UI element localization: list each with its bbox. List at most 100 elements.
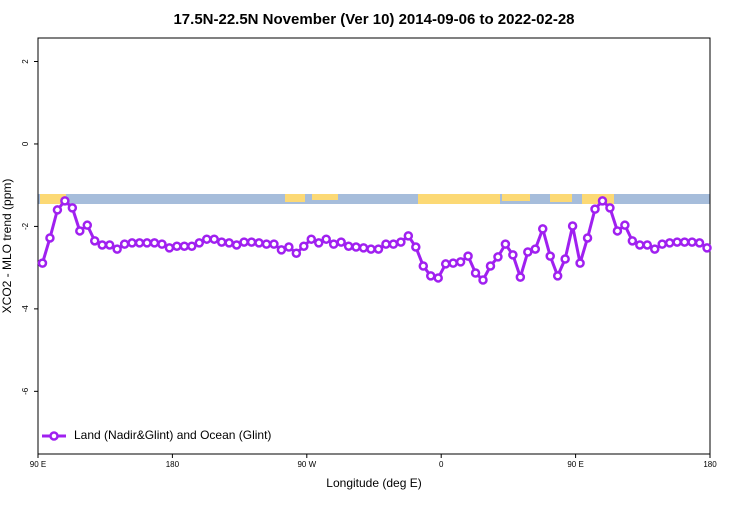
data-point [523,247,533,257]
data-point [82,220,93,230]
data-point [321,234,331,244]
data-point [157,239,167,249]
data-point [373,244,384,254]
land-patch [40,194,66,204]
data-point [448,258,458,268]
x-tick-label: 90 E [567,460,583,469]
data-point [575,258,585,268]
data-point [433,273,443,283]
data-point [590,204,600,214]
land-patch [582,194,614,204]
data-point [508,250,518,260]
data-point [254,238,264,248]
land-patch [502,194,530,201]
data-point [537,224,548,234]
data-point [149,238,160,248]
land-patch [550,194,572,202]
data-point [702,243,712,253]
data-point [627,236,638,246]
data-point [411,242,421,252]
data-point [515,272,526,282]
data-point [440,259,451,269]
data-point [261,239,272,249]
data-point [463,251,473,261]
data-point [657,239,667,249]
data-point [500,239,511,249]
data-point [381,239,391,249]
data-point [649,244,660,254]
data-point [187,241,197,251]
data-point [418,261,429,271]
data-point [172,241,182,251]
data-point [89,236,100,246]
data-point [119,239,130,249]
data-point [455,257,466,267]
data-point [403,231,414,241]
data-point [672,237,682,247]
data-point [224,238,234,248]
data-point [142,238,152,248]
land-ocean-strip [38,194,710,204]
data-point [216,237,227,247]
x-tick-label: 180 [703,460,717,469]
data-point [493,252,503,262]
x-tick-label: 90 E [30,460,46,469]
data-point [635,240,645,250]
data-point [582,233,593,243]
y-tick-label: -2 [21,222,30,230]
data-point [597,196,608,206]
data-point [313,238,324,248]
data-point [605,203,615,213]
data-point [567,221,578,231]
data-point [396,237,406,247]
data-point [127,238,137,248]
y-tick-label: -4 [21,305,30,313]
y-tick-label: 0 [21,141,30,146]
data-point [60,196,70,206]
land-patch [312,194,338,200]
data-point [67,203,78,213]
data-point [284,242,294,252]
data-point [679,237,690,247]
data-point [425,271,436,281]
data-point [45,233,55,243]
x-axis-label: Longitude (deg E) [326,476,421,490]
data-point [620,220,630,230]
data-point [112,244,122,254]
data-point [687,237,697,247]
data-point [612,226,623,236]
data-point [351,242,361,252]
data-point [75,226,85,236]
land-patch [285,194,305,202]
land-patch [418,194,500,204]
data-point [485,261,496,271]
data-point [52,205,63,215]
data-point [552,271,563,281]
data-point [37,258,48,268]
data-point [642,240,653,250]
data-point [358,243,369,253]
data-point [194,238,205,248]
y-axis-label: XCO2 - MLO trend (ppm) [0,179,14,314]
data-point [97,240,107,250]
data-point [343,241,354,251]
data-point [134,238,145,248]
x-tick-label: 180 [166,460,180,469]
data-point [104,240,115,250]
data-point [560,254,570,264]
data-point [388,239,399,249]
data-point [336,237,346,247]
legend-marker [49,431,59,441]
data-point [694,238,705,248]
data-point [478,275,488,285]
x-tick-label: 90 W [297,460,316,469]
data-point [328,239,339,249]
data-point [179,241,190,251]
y-tick-label: -6 [21,387,30,395]
x-tick-label: 0 [439,460,444,469]
data-point [545,251,555,261]
data-point [299,241,309,251]
data-point [246,237,257,247]
